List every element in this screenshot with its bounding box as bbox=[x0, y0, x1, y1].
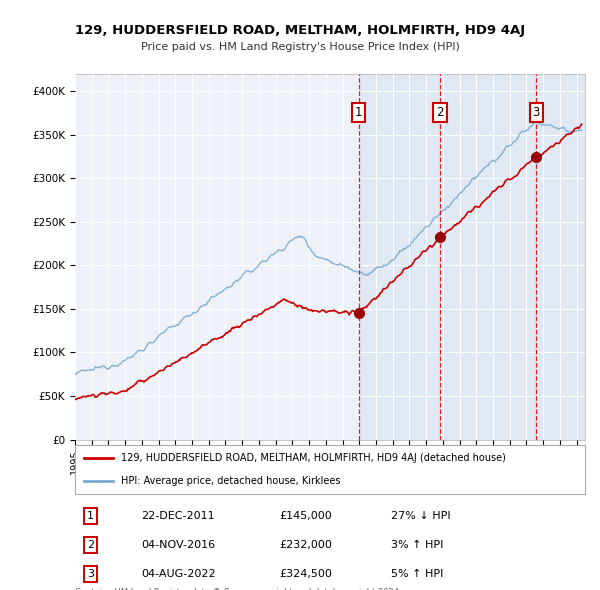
Bar bbox=[536, 74, 585, 440]
Text: 3: 3 bbox=[532, 106, 540, 119]
Bar bbox=[440, 74, 536, 440]
Text: 1: 1 bbox=[355, 106, 362, 119]
Text: 22-DEC-2011: 22-DEC-2011 bbox=[142, 511, 215, 521]
Text: £145,000: £145,000 bbox=[279, 511, 332, 521]
Text: 2: 2 bbox=[436, 106, 444, 119]
Text: 3: 3 bbox=[87, 569, 94, 579]
Text: 5% ↑ HPI: 5% ↑ HPI bbox=[391, 569, 443, 579]
Text: 27% ↓ HPI: 27% ↓ HPI bbox=[391, 511, 451, 521]
Text: Price paid vs. HM Land Registry's House Price Index (HPI): Price paid vs. HM Land Registry's House … bbox=[140, 42, 460, 53]
Text: £232,000: £232,000 bbox=[279, 540, 332, 550]
Text: HPI: Average price, detached house, Kirklees: HPI: Average price, detached house, Kirk… bbox=[121, 476, 340, 486]
Text: 04-AUG-2022: 04-AUG-2022 bbox=[142, 569, 216, 579]
Text: 129, HUDDERSFIELD ROAD, MELTHAM, HOLMFIRTH, HD9 4AJ (detached house): 129, HUDDERSFIELD ROAD, MELTHAM, HOLMFIR… bbox=[121, 453, 506, 463]
Text: £324,500: £324,500 bbox=[279, 569, 332, 579]
Text: 3% ↑ HPI: 3% ↑ HPI bbox=[391, 540, 443, 550]
Bar bbox=[359, 74, 440, 440]
Text: 1: 1 bbox=[87, 511, 94, 521]
Text: 04-NOV-2016: 04-NOV-2016 bbox=[142, 540, 215, 550]
Text: 2: 2 bbox=[87, 540, 94, 550]
Text: Contains HM Land Registry data © Crown copyright and database right 2024.: Contains HM Land Registry data © Crown c… bbox=[75, 588, 401, 590]
Text: 129, HUDDERSFIELD ROAD, MELTHAM, HOLMFIRTH, HD9 4AJ: 129, HUDDERSFIELD ROAD, MELTHAM, HOLMFIR… bbox=[75, 24, 525, 37]
